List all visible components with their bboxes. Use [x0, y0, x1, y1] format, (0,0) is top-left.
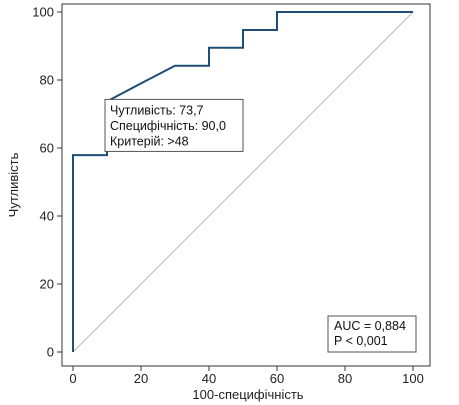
- p-value-text: P < 0,001: [334, 334, 388, 348]
- plot-frame-rect: [61, 3, 431, 367]
- x-axis-label: 100-специфічність: [192, 387, 303, 402]
- y-axis-label: Чутливість: [6, 152, 21, 217]
- y-tick-label: 80: [40, 73, 54, 88]
- x-tick-label: 80: [338, 371, 352, 386]
- x-tick-label: 60: [270, 371, 284, 386]
- auc-value-text: AUC = 0,884: [334, 319, 406, 333]
- y-axis-ticks: 0 20 40 60 80 100: [32, 5, 62, 360]
- roc-curve: [72, 11, 413, 352]
- y-tick-label: 40: [40, 209, 54, 224]
- criterion-threshold-text: Критерій: >48: [110, 134, 189, 148]
- y-tick-label: 0: [47, 345, 54, 360]
- y-tick-label: 60: [40, 141, 54, 156]
- reference-diagonal-line: [72, 11, 414, 353]
- criterion-sensitivity-text: Чутливість: 73,7: [110, 103, 204, 117]
- auc-annotation-box: AUC = 0,884 P < 0,001: [327, 315, 417, 353]
- criterion-specificity-text: Специфічність: 90,0: [110, 119, 226, 133]
- reference-diagonal: [72, 11, 414, 353]
- plot-frame: [61, 3, 431, 367]
- x-axis-ticks: 0 20 40 60 80 100: [69, 366, 424, 386]
- x-tick-label: 40: [202, 371, 216, 386]
- y-tick-label: 20: [40, 277, 54, 292]
- criterion-annotation-box: Чутливість: 73,7 Специфічність: 90,0 Кри…: [104, 98, 244, 152]
- roc-curve-line: [72, 11, 413, 352]
- x-tick-label: 20: [134, 371, 148, 386]
- y-tick-label: 100: [32, 5, 54, 20]
- x-tick-label: 0: [69, 371, 76, 386]
- x-tick-label: 100: [402, 371, 424, 386]
